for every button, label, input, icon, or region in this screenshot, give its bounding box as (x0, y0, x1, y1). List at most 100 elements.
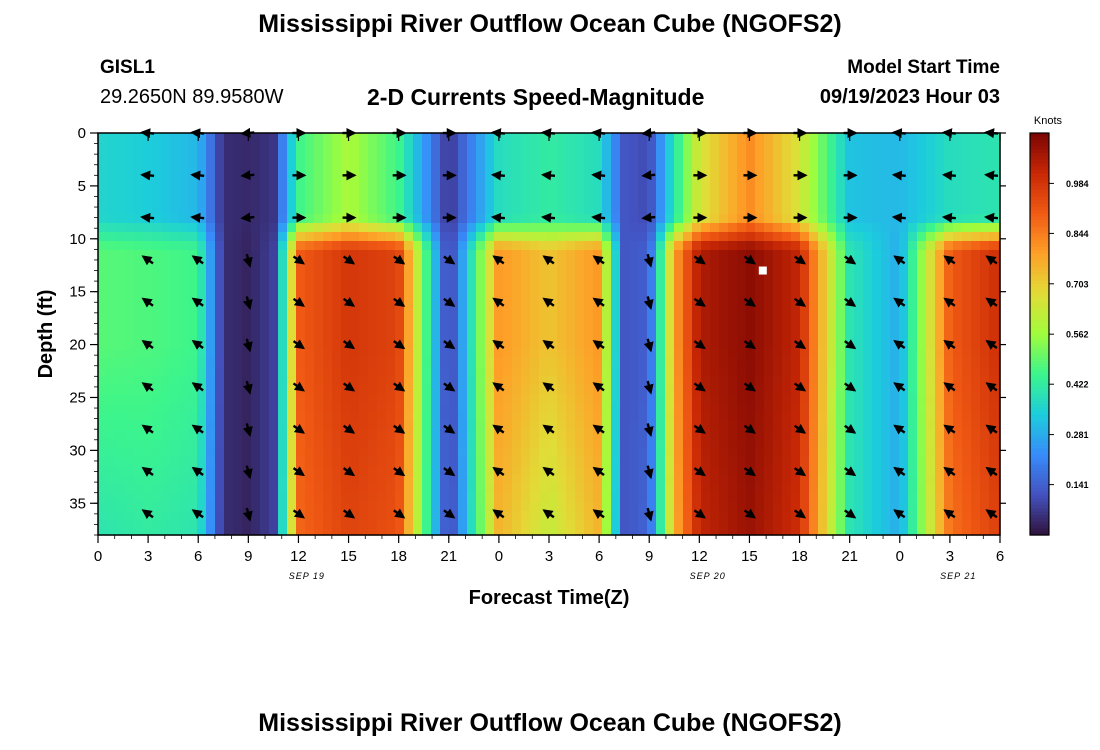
heatmap-cell (179, 358, 189, 368)
heatmap-cell (215, 295, 225, 305)
heatmap-cell (980, 331, 990, 341)
heatmap-cell (683, 133, 693, 143)
heatmap-cell (881, 367, 891, 377)
heatmap-cell (863, 340, 873, 350)
heatmap-cell (98, 169, 108, 179)
heatmap-cell (674, 205, 684, 215)
heatmap-cell (341, 403, 351, 413)
heatmap-cell (161, 223, 171, 233)
heatmap-cell (638, 268, 648, 278)
heatmap-cell (737, 160, 747, 170)
heatmap-cell (251, 403, 261, 413)
heatmap-cell (287, 133, 297, 143)
heatmap-cell (152, 178, 162, 188)
heatmap-cell (143, 151, 153, 161)
heatmap-cell (926, 142, 936, 152)
heatmap-cell (278, 367, 288, 377)
heatmap-cell (206, 331, 216, 341)
heatmap-cell (260, 268, 270, 278)
heatmap-cell (395, 475, 405, 485)
heatmap-cell (125, 142, 135, 152)
heatmap-cell (314, 142, 324, 152)
heatmap-cell (809, 331, 819, 341)
heatmap-cell (251, 232, 261, 242)
heatmap-cell (305, 475, 315, 485)
heatmap-cell (341, 187, 351, 197)
heatmap-cell (422, 232, 432, 242)
colorbar-segment (1030, 297, 1049, 302)
heatmap-cell (872, 313, 882, 323)
heatmap-cell (737, 178, 747, 188)
heatmap-cell (809, 268, 819, 278)
heatmap-cell (791, 502, 801, 512)
heatmap-cell (827, 250, 837, 260)
heatmap-cell (260, 322, 270, 332)
current-arrow (492, 339, 505, 350)
heatmap-cell (296, 358, 306, 368)
heatmap-cell (233, 268, 243, 278)
colorbar-segment (1030, 280, 1049, 285)
heatmap-cell (476, 385, 486, 395)
heatmap-cell (521, 529, 531, 536)
heatmap-cell (962, 421, 972, 431)
heatmap-cell (602, 232, 612, 242)
colorbar-segment (1030, 350, 1049, 355)
heatmap-cell (530, 376, 540, 386)
heatmap-cell (512, 376, 522, 386)
heatmap-cell (521, 484, 531, 494)
heatmap-cell (305, 457, 315, 467)
heatmap-cell (827, 475, 837, 485)
heatmap-cell (593, 232, 603, 242)
heatmap-cell (368, 511, 378, 521)
heatmap-cell (98, 214, 108, 224)
heatmap-cell (179, 313, 189, 323)
heatmap-cell (143, 349, 153, 359)
colorbar-segment (1030, 193, 1049, 198)
heatmap-cell (791, 403, 801, 413)
heatmap-cell (107, 277, 117, 287)
heatmap-cell (413, 295, 423, 305)
heatmap-cell (827, 358, 837, 368)
colorbar-segment (1030, 133, 1049, 137)
heatmap-cell (836, 205, 846, 215)
heatmap-cell (791, 520, 801, 530)
heatmap-cell (971, 250, 981, 260)
heatmap-cell (809, 205, 819, 215)
heatmap-cell (710, 250, 720, 260)
heatmap-cell (125, 187, 135, 197)
heatmap-cell (548, 457, 558, 467)
heatmap-cell (602, 466, 612, 476)
heatmap-cell (818, 178, 828, 188)
heatmap-cell (980, 403, 990, 413)
heatmap-cell (620, 160, 630, 170)
heatmap-cell (332, 169, 342, 179)
heatmap-cell (278, 151, 288, 161)
heatmap-cell (647, 358, 657, 368)
heatmap-cell (701, 313, 711, 323)
heatmap-cell (656, 331, 666, 341)
heatmap-cell (926, 367, 936, 377)
heatmap-cell (611, 412, 621, 422)
heatmap-cell (359, 529, 369, 536)
colorbar-segment (1030, 397, 1049, 402)
heatmap-cell (269, 430, 279, 440)
heatmap-cell (917, 259, 927, 269)
heatmap-cell (188, 268, 198, 278)
heatmap-cell (143, 367, 153, 377)
heatmap-cell (692, 367, 702, 377)
heatmap-cell (386, 529, 396, 536)
heatmap-cell (854, 421, 864, 431)
heatmap-cell (836, 376, 846, 386)
heatmap-cell (953, 430, 963, 440)
heatmap-cell (710, 439, 720, 449)
heatmap-cell (971, 421, 981, 431)
heatmap-cell (980, 493, 990, 503)
heatmap-cell (503, 331, 513, 341)
heatmap-cell (503, 250, 513, 260)
heatmap-cell (566, 457, 576, 467)
heatmap-cell (197, 484, 207, 494)
heatmap-cell (773, 286, 783, 296)
heatmap-cell (422, 502, 432, 512)
heatmap-cell (278, 511, 288, 521)
heatmap-cell (674, 250, 684, 260)
